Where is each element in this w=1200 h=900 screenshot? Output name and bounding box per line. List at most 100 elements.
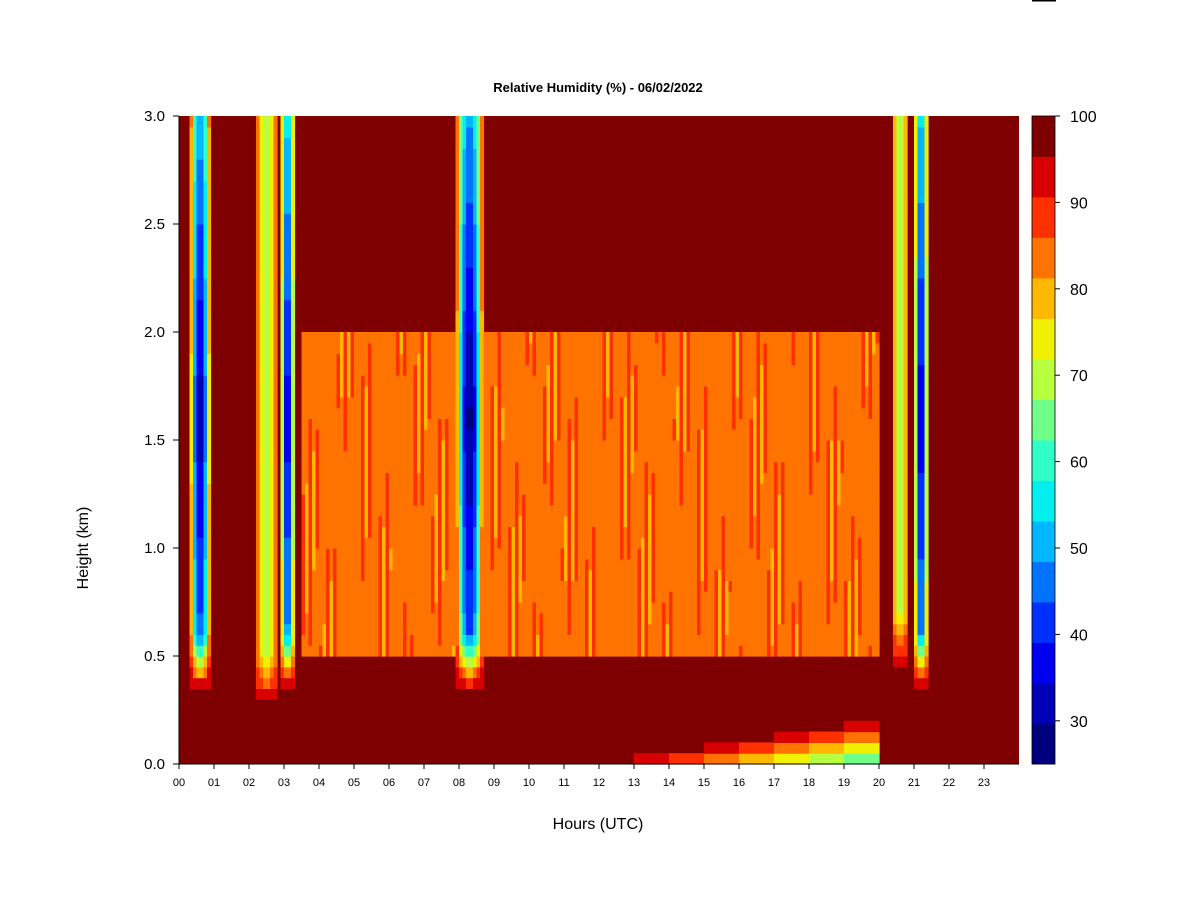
heatmap-cell: [469, 202, 474, 214]
heatmap-cell: [308, 558, 313, 571]
heatmap-cell: [641, 634, 646, 646]
heatmap-cell: [312, 418, 317, 430]
heatmap-cell: [431, 569, 436, 581]
heatmap-cell: [445, 612, 450, 625]
heatmap-cell: [606, 548, 611, 560]
heatmap-cell: [270, 418, 275, 430]
heatmap-cell: [259, 407, 264, 419]
heatmap-cell: [550, 407, 555, 419]
heatmap-cell: [690, 461, 695, 473]
heatmap-cell: [630, 548, 635, 560]
heatmap-cell: [690, 515, 695, 527]
heatmap-cell: [613, 450, 618, 463]
heatmap-cell: [284, 288, 289, 301]
heatmap-cell: [746, 623, 751, 635]
heatmap-cell: [511, 515, 516, 527]
heatmap-cell: [588, 645, 593, 657]
heatmap-cell: [364, 364, 369, 376]
heatmap-cell: [473, 526, 478, 538]
heatmap-cell: [550, 580, 555, 592]
heatmap-cell: [270, 688, 275, 700]
heatmap-cell: [438, 515, 443, 527]
heatmap-cell: [189, 299, 194, 311]
heatmap-cell: [567, 645, 572, 657]
heatmap-cell: [571, 537, 576, 549]
heatmap-cell: [480, 569, 485, 581]
heatmap-cell: [284, 623, 289, 635]
heatmap-cell: [585, 342, 590, 355]
heatmap-cell: [732, 418, 737, 430]
heatmap-cell: [620, 591, 625, 603]
heatmap-cell: [371, 461, 376, 473]
heatmap-cell: [742, 494, 747, 506]
heatmap-cell: [522, 353, 527, 365]
heatmap-cell: [462, 213, 467, 225]
heatmap-cell: [599, 353, 604, 365]
heatmap-cell: [420, 580, 425, 592]
heatmap-cell: [259, 461, 264, 473]
heatmap-cell: [532, 353, 537, 365]
heatmap-cell: [550, 364, 555, 376]
heatmap-cell: [742, 558, 747, 571]
heatmap-cell: [396, 472, 401, 484]
heatmap-cell: [564, 429, 569, 441]
heatmap-cell: [207, 623, 212, 635]
heatmap-cell: [322, 537, 327, 549]
heatmap-cell: [385, 429, 390, 441]
heatmap-cell: [207, 386, 212, 398]
heatmap-cell: [280, 310, 285, 322]
heatmap-cell: [508, 526, 513, 538]
heatmap-cell: [469, 137, 474, 149]
heatmap-cell: [200, 137, 205, 149]
heatmap-cell: [564, 645, 569, 657]
heatmap-cell: [413, 504, 418, 517]
heatmap-cell: [483, 342, 488, 355]
heatmap-cell: [476, 645, 481, 657]
heatmap-cell: [469, 288, 474, 301]
heatmap-cell: [459, 418, 464, 430]
heatmap-cell: [319, 429, 324, 441]
heatmap-cell: [725, 440, 730, 452]
heatmap-cell: [473, 450, 478, 463]
heatmap-cell: [207, 234, 212, 247]
heatmap-cell: [326, 342, 331, 355]
heatmap-cell: [364, 450, 369, 463]
heatmap-cell: [280, 407, 285, 419]
heatmap-cell: [529, 461, 534, 473]
heatmap-cell: [672, 602, 677, 614]
heatmap-cell: [417, 548, 422, 560]
heatmap-cell: [455, 558, 460, 571]
heatmap-cell: [732, 342, 737, 355]
heatmap-cell: [354, 461, 359, 473]
heatmap-cell: [406, 526, 411, 538]
heatmap-cell: [543, 429, 548, 441]
heatmap-cell: [364, 429, 369, 441]
heatmap-cell: [406, 332, 411, 344]
heatmap-cell: [364, 386, 369, 398]
heatmap-cell: [494, 472, 499, 484]
heatmap-cell: [623, 429, 628, 441]
heatmap-cell: [259, 537, 264, 549]
heatmap-cell: [522, 494, 527, 506]
heatmap-cell: [207, 429, 212, 441]
heatmap-cell: [333, 591, 338, 603]
heatmap-cell: [711, 623, 716, 635]
heatmap-cell: [196, 656, 201, 668]
heatmap-cell: [343, 591, 348, 603]
heatmap-cell: [602, 494, 607, 506]
heatmap-cell: [417, 515, 422, 527]
heatmap-cell: [497, 537, 502, 549]
heatmap-cell: [665, 332, 670, 344]
heatmap-cell: [270, 213, 275, 225]
heatmap-cell: [308, 645, 313, 657]
heatmap-cell: [718, 332, 723, 344]
heatmap-cell: [452, 504, 457, 517]
heatmap-cell: [396, 634, 401, 646]
heatmap-cell: [515, 537, 520, 549]
heatmap-cell: [693, 602, 698, 614]
heatmap-cell: [508, 558, 513, 571]
heatmap-cell: [480, 288, 485, 301]
heatmap-cell: [581, 418, 586, 430]
heatmap-cell: [371, 332, 376, 344]
heatmap-cell: [350, 472, 355, 484]
